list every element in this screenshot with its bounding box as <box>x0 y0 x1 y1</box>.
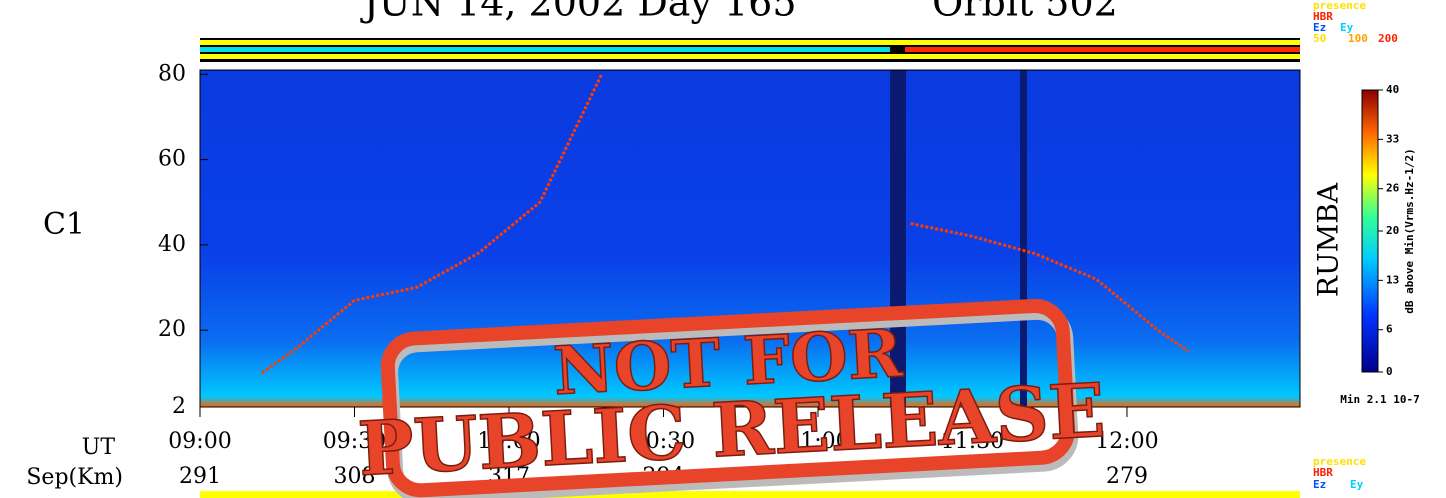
status-bar <box>905 47 1300 52</box>
x-tick-label: 10:00 <box>477 429 540 454</box>
x-tick-label: 11:00 <box>786 429 849 454</box>
sep-label: 308 <box>333 464 375 489</box>
panel-label: C1 <box>43 207 85 242</box>
y-tick-label: 60 <box>158 147 186 172</box>
legend-text: presence <box>1313 455 1366 468</box>
status-bar <box>200 491 1300 498</box>
resonance-trace <box>260 73 604 375</box>
y-tick-label: 40 <box>158 232 186 257</box>
legend-text: 100 <box>1348 32 1368 45</box>
colorbar-tick-label: 26 <box>1386 182 1400 195</box>
colorbar-tick-label: 40 <box>1386 83 1399 96</box>
status-bar <box>200 47 890 52</box>
legend-text: HBR <box>1313 10 1333 23</box>
spectrogram <box>200 70 1300 407</box>
colorbar <box>1361 89 1379 373</box>
y-tick-label: 20 <box>158 317 186 342</box>
legend-text: Ey <box>1350 478 1364 491</box>
colorbar-tick-label: 0 <box>1386 365 1393 378</box>
data-gap <box>1020 70 1027 407</box>
legend-text: Ez <box>1313 21 1326 34</box>
status-bar <box>200 54 1300 59</box>
x-tick-label: 12:00 <box>1095 429 1158 454</box>
legend-text: 200 <box>1378 32 1398 45</box>
legend-text: Ey <box>1340 21 1354 34</box>
min-note: Min 2.1 10-7 <box>1340 393 1419 406</box>
colorbar-tick-label: 20 <box>1386 224 1399 237</box>
x-tick-label: 10:30 <box>632 429 695 454</box>
x-tick-label: 09:00 <box>168 429 231 454</box>
title: JUN 14, 2002 Day 165 <box>359 0 796 25</box>
x-tick-label: 09:30 <box>323 429 386 454</box>
row-label: UT <box>82 435 116 460</box>
y-tick-label: 80 <box>158 61 186 86</box>
x-tick-label: 11:30 <box>941 429 1004 454</box>
stamp-text: NOT FOR <box>552 314 906 410</box>
legend-text: HBR <box>1313 466 1333 479</box>
sep-label: 279 <box>1106 464 1148 489</box>
y-tick-label: 2 <box>172 394 186 419</box>
status-bar <box>200 40 1300 45</box>
legend-text: presence <box>1313 0 1366 12</box>
colorbar-tick-label: 6 <box>1386 323 1393 336</box>
legend-text: Ez <box>1313 478 1326 491</box>
subtitle: Orbit 502 <box>932 0 1118 25</box>
resonance-trace <box>910 222 1190 353</box>
row-label: Sep(Km) <box>26 465 123 490</box>
plot-frame <box>199 69 1301 408</box>
colorbar-tick-label: 33 <box>1386 132 1399 145</box>
instrument-label: RUMBA <box>1312 182 1345 297</box>
colorbar-label: dB above Min(Vrms.Hz-1/2) <box>1403 148 1416 314</box>
sep-label: 291 <box>179 464 221 489</box>
legend-text: 50 <box>1313 32 1326 45</box>
colorbar-tick-label: 13 <box>1386 273 1399 286</box>
